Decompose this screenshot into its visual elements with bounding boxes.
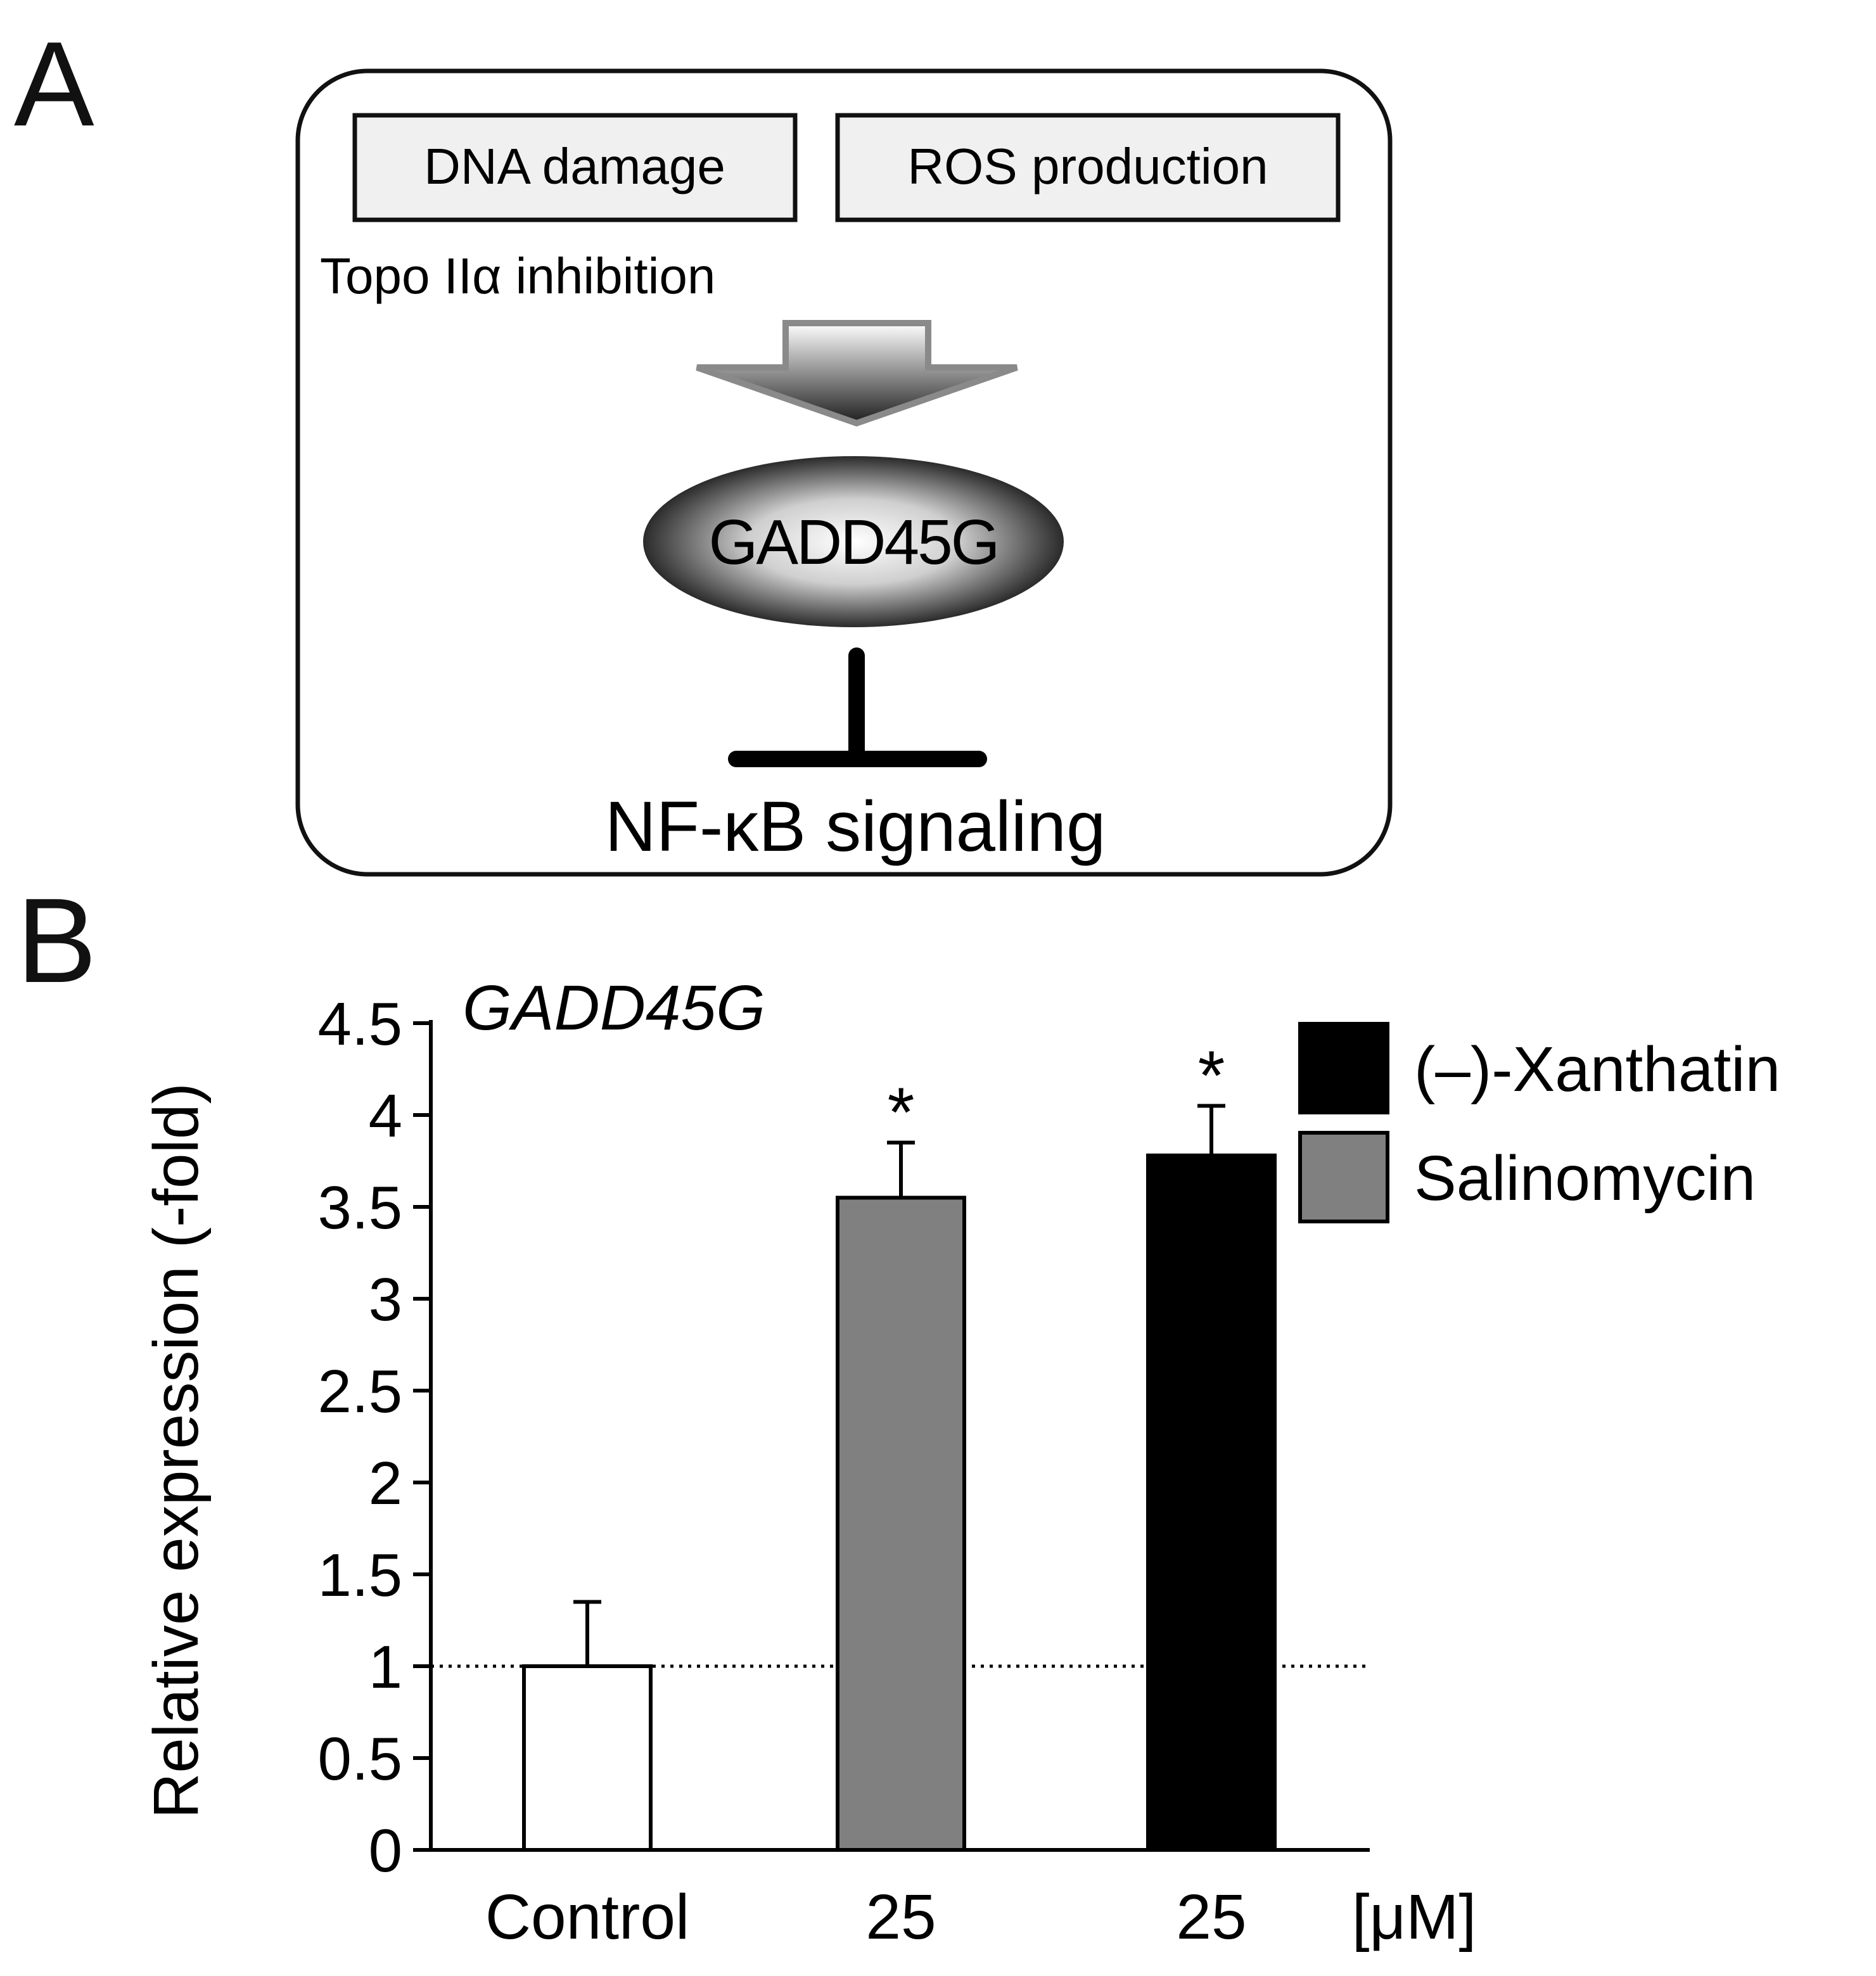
x-tick-label: Control — [485, 1882, 689, 1953]
ros-production-box — [835, 113, 1341, 222]
y-tick-label: 1.5 — [318, 1541, 402, 1609]
panel-label-a: A — [14, 17, 94, 151]
panel-label-b: B — [16, 874, 97, 1008]
dna-damage-box — [352, 113, 798, 222]
y-tick-label: 3 — [369, 1266, 402, 1334]
mechanism-diagram: DNA damage ROS production Topo IIα inhib… — [295, 68, 1393, 877]
gadd45g-oval-label: GADD45G — [709, 507, 999, 578]
bar-1 — [836, 1195, 966, 1852]
y-axis-label: Relative expression (-fold) — [141, 1083, 212, 1819]
x-tick-label: 25 — [1176, 1882, 1246, 1953]
nfkb-signaling-label: NF-κB signaling — [605, 787, 1106, 866]
topo-inhibition-label: Topo IIα inhibition — [320, 248, 715, 304]
chart-title: GADD45G — [463, 972, 765, 1043]
bars: Control * 25 * 25 — [485, 1037, 1277, 1953]
bar-chart: GADD45G Relative expression (-fold) [μM]… — [141, 972, 1780, 1953]
y-tick-label: 3.5 — [318, 1174, 402, 1242]
dna-damage-label: DNA damage — [424, 138, 725, 194]
y-tick-label: 1 — [369, 1633, 402, 1701]
y-tick-label: 0 — [369, 1817, 402, 1885]
legend-swatch-1 — [1298, 1131, 1389, 1223]
significance-marker: * — [888, 1074, 915, 1152]
y-tick-label: 0.5 — [318, 1725, 402, 1793]
legend-label-0: (–)-Xanthatin — [1414, 1034, 1780, 1105]
legend: (–)-Xanthatin Salinomycin — [1298, 1022, 1780, 1223]
y-tick-label: 2.5 — [318, 1358, 402, 1425]
legend-swatch-0 — [1298, 1022, 1389, 1114]
down-arrow-icon — [696, 320, 1018, 427]
legend-label-1: Salinomycin — [1414, 1143, 1756, 1214]
bar-0 — [522, 1664, 653, 1852]
y-tick-label: 4.5 — [318, 990, 402, 1058]
ros-production-label: ROS production — [907, 138, 1268, 194]
bar-2 — [1146, 1153, 1277, 1852]
x-unit-label: [μM] — [1352, 1882, 1476, 1953]
x-tick-label: 25 — [865, 1882, 936, 1953]
significance-marker: * — [1198, 1037, 1225, 1115]
gadd45g-oval — [643, 456, 1064, 627]
y-tick-label: 2 — [369, 1450, 402, 1517]
diagram-frame — [295, 68, 1393, 877]
y-tick-label: 4 — [369, 1082, 402, 1150]
